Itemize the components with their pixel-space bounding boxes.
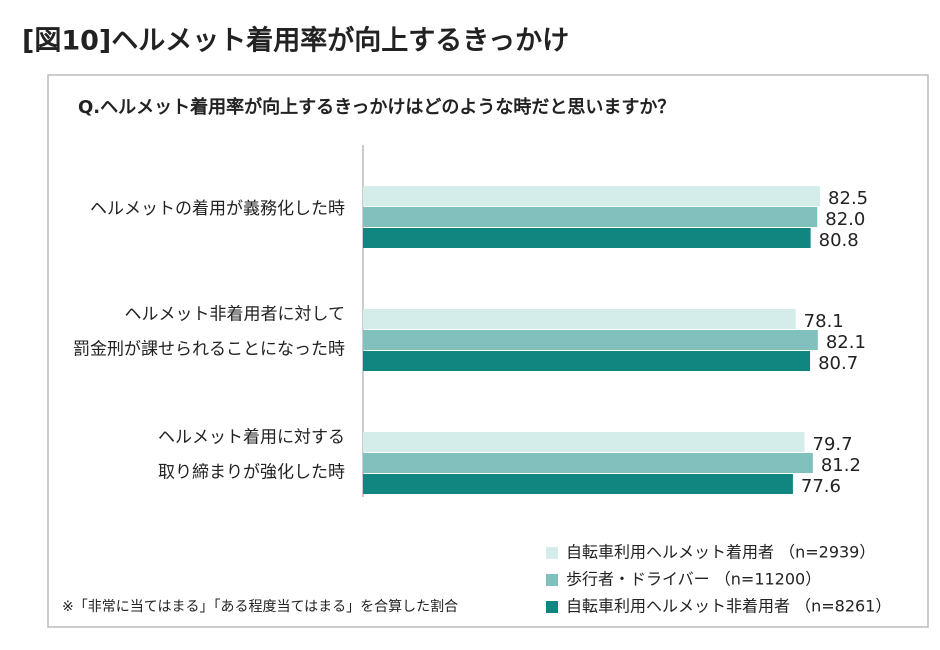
bar xyxy=(363,351,811,371)
question: Q.ヘルメット着用率が向上するきっかけはどのような時だと思いますか？ xyxy=(78,96,675,118)
category-label: ヘルメットの着用が義務化した時 xyxy=(90,199,345,219)
bar xyxy=(363,432,805,452)
category-label: 罰金刑が課せられることになった時 xyxy=(73,340,345,360)
frame xyxy=(47,74,929,628)
legend-swatch xyxy=(546,574,558,586)
bar xyxy=(363,474,793,494)
value-label: 81.2 xyxy=(821,455,861,476)
value-label: 78.1 xyxy=(804,311,844,332)
value-label: 77.6 xyxy=(801,476,841,497)
bar xyxy=(363,186,821,206)
value-label: 80.7 xyxy=(818,353,858,374)
value-label: 82.1 xyxy=(826,332,866,353)
value-label: 82.0 xyxy=(825,209,865,230)
value-label: 80.8 xyxy=(819,230,859,251)
bar xyxy=(363,330,818,350)
legend-swatch xyxy=(546,547,558,559)
bar xyxy=(363,228,811,248)
legend-label: 歩行者・ドライバー （n=11200） xyxy=(566,570,821,589)
category-label: ヘルメット非着用者に対して xyxy=(125,305,346,325)
category-label: ヘルメット着用に対する xyxy=(158,428,345,448)
category-label: 取り締まりが強化した時 xyxy=(158,463,345,483)
legend-label: 自転車利用ヘルメット着用者 （n=2939） xyxy=(566,543,875,562)
footnote: ※「非常に当てはまる」「ある程度当てはまる」を合算した割合 xyxy=(62,598,458,615)
value-label: 79.7 xyxy=(813,434,853,455)
legend-label: 自転車利用ヘルメット非着用者 （n=8261） xyxy=(566,597,891,616)
bar xyxy=(363,309,796,329)
value-label: 82.5 xyxy=(828,188,868,209)
legend-swatch xyxy=(546,601,558,613)
bar xyxy=(363,207,818,227)
chart-title: [図10]ヘルメット着用率が向上するきっかけ xyxy=(22,25,569,57)
bar xyxy=(363,453,813,473)
